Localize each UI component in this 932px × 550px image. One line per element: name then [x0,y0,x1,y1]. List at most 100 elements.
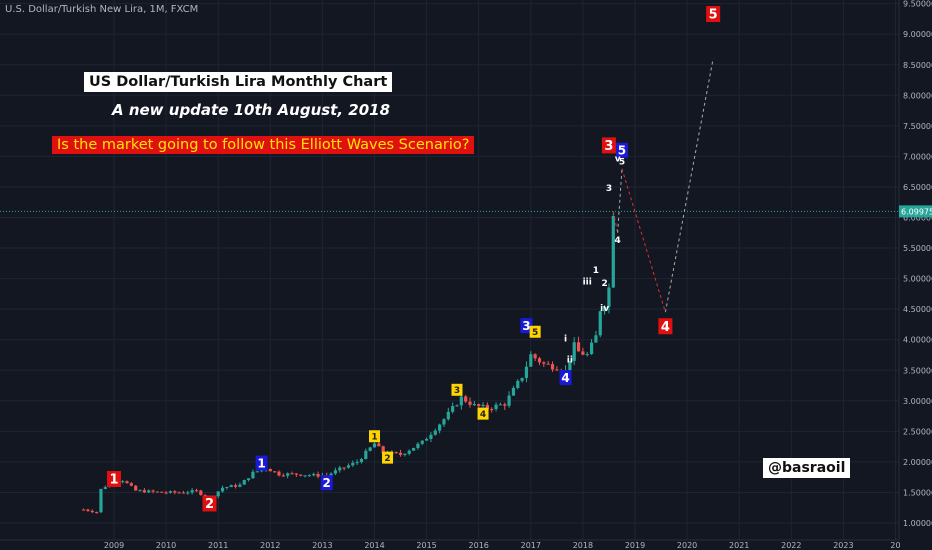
candle-body [238,484,242,487]
candle-body [481,404,485,407]
candle-body [155,491,160,493]
wave-label-box [601,137,616,154]
candle-body [134,485,138,491]
y-tick-label: 2.50000 [903,427,932,436]
projection-line [664,58,714,313]
candle-body [394,452,398,454]
candle-body [147,490,151,493]
candle-body [299,474,303,476]
candle-body [142,490,146,493]
candle-body [312,474,316,476]
candle-body [229,485,233,488]
candle-body [359,459,364,463]
candle-body [520,377,524,381]
wave-label: 4 [480,410,486,420]
candle-body [246,478,251,481]
candle-body [451,406,455,412]
projection-line [612,211,619,233]
candle-body [233,485,238,487]
candle-body [433,430,437,435]
wave-label-minor: iii [583,278,592,288]
candle-body [524,366,529,378]
candle-body [572,342,576,361]
candle-body [173,491,177,493]
candle-body [581,351,585,355]
annotation-update: A new update 10th August, 2018 [112,101,391,119]
candle-body [503,404,507,406]
wave-label-box [202,495,217,512]
candle-body [533,354,537,359]
candle-body [498,404,503,406]
candle-body [403,453,407,455]
candle-body [164,492,168,494]
candle-body [199,490,203,495]
annotation-title: US Dollar/Turkish Lira Monthly Chart [84,72,393,92]
candle-body [138,490,142,492]
x-tick-label: 2013 [312,541,332,550]
wave-label: 3 [604,139,613,154]
x-tick-label: 2011 [208,541,228,550]
candle-body [194,490,199,492]
candle-body [333,470,338,474]
candle-body [407,450,411,454]
candle-body [255,471,259,473]
wave-label-box [520,318,533,334]
candle-body [329,473,333,476]
candle-body [303,475,307,477]
candle-body [168,491,173,493]
x-tick-label: 2023 [833,541,853,550]
candle-body [351,462,355,466]
y-tick-label: 3.00000 [903,397,932,406]
annotation-question: Is the market going to follow this Ellio… [52,136,475,154]
candle-body [464,396,468,402]
candle-body [576,342,581,352]
candle-body [355,462,359,464]
candle-body [95,512,99,514]
y-tick-label: 6.50000 [903,183,932,192]
candle-body [190,490,194,493]
wave-label-minor: v [615,154,621,164]
candle-body [420,440,424,444]
candle-body [516,380,520,388]
candle-body [425,438,429,441]
wave-label-box [255,455,268,471]
candle-body [511,387,516,396]
candle-body [589,342,594,355]
candle-body [550,364,555,370]
candle-body [186,492,190,494]
candle-body [103,487,107,489]
candle-body [446,411,450,420]
candle-body [377,443,381,447]
candle-body [177,492,181,494]
wave-label: 4 [561,371,569,385]
wave-label-box [559,370,572,386]
wave-label: 5 [709,8,718,23]
candle-body [364,450,368,460]
candle-body [160,491,164,493]
x-tick-label: 2015 [416,541,436,550]
candle-body [411,447,416,451]
candle-body [273,471,277,473]
y-tick-label: 6.00000 [903,214,932,223]
candle-body [546,363,550,365]
wave-label-box [451,383,463,396]
y-tick-label: 1.00000 [903,519,932,528]
wave-label-minor: iv [600,304,609,314]
author-handle: @basraoil [763,458,851,478]
x-tick-label: 2010 [156,541,176,550]
wave-label: 3 [454,386,460,396]
candle-body [220,487,225,492]
wave-label-box [382,451,394,464]
candle-body [494,404,498,410]
candle-body [485,404,489,409]
candle-body [90,510,94,513]
candle-body [603,306,607,312]
candle-body [342,467,346,469]
x-tick-label: 2014 [364,541,384,550]
y-tick-label: 9.00000 [903,30,932,39]
candle-body [338,467,342,471]
wave-label-box [320,475,333,491]
wave-label: 1 [371,432,377,442]
candle-body [537,358,542,363]
wave-label: 2 [323,476,331,490]
